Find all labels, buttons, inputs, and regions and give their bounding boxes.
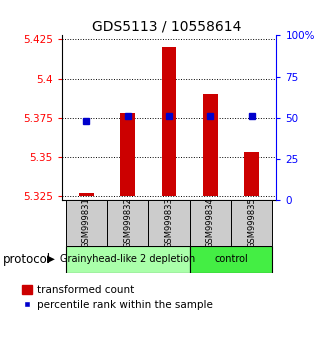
Bar bbox=[203, 94, 217, 196]
Bar bbox=[79, 193, 94, 196]
Text: GSM999835: GSM999835 bbox=[247, 198, 256, 249]
Text: GSM999834: GSM999834 bbox=[206, 198, 215, 249]
Bar bbox=[66, 246, 190, 273]
Text: GSM999831: GSM999831 bbox=[82, 198, 91, 249]
Bar bbox=[231, 200, 272, 246]
Text: Grainyhead-like 2 depletion: Grainyhead-like 2 depletion bbox=[60, 254, 195, 264]
Bar bbox=[148, 200, 190, 246]
Text: GSM999832: GSM999832 bbox=[123, 198, 132, 249]
Bar bbox=[121, 113, 135, 196]
Bar bbox=[190, 200, 231, 246]
Text: GDS5113 / 10558614: GDS5113 / 10558614 bbox=[92, 19, 241, 34]
Text: protocol: protocol bbox=[3, 253, 52, 266]
Bar bbox=[66, 200, 107, 246]
Text: GSM999833: GSM999833 bbox=[165, 198, 173, 249]
Bar bbox=[107, 200, 148, 246]
Bar bbox=[190, 246, 272, 273]
Text: control: control bbox=[214, 254, 248, 264]
Bar bbox=[162, 47, 176, 196]
Bar bbox=[244, 152, 259, 196]
Legend: transformed count, percentile rank within the sample: transformed count, percentile rank withi… bbox=[22, 285, 213, 310]
